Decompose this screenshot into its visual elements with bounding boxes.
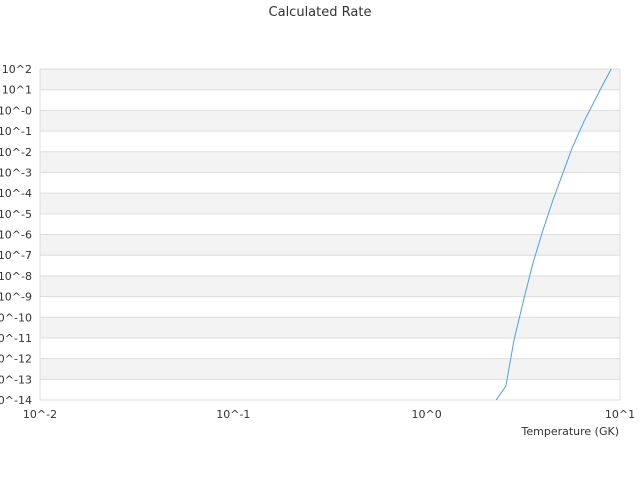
y-tick-label: 10^-8 [0, 270, 32, 283]
grid-band [40, 151, 620, 173]
grid-band [40, 69, 620, 90]
x-axis-label: Temperature (GK) [521, 425, 620, 438]
grid-band [40, 358, 620, 380]
y-tick-label: 10^-4 [0, 187, 32, 200]
grid-band [40, 110, 620, 132]
grid-band [40, 234, 620, 256]
y-tick-label: 10^-10 [0, 311, 32, 324]
grid-band [40, 193, 620, 214]
x-tick-label: 10^-1 [216, 408, 250, 421]
grid-band [40, 317, 620, 338]
y-tick-label: 10^-2 [0, 146, 32, 159]
y-tick-label: 10^-5 [0, 208, 32, 221]
grid-band [40, 275, 620, 297]
y-tick-label: 10^-9 [0, 291, 32, 304]
y-tick-label: 10^-1 [0, 125, 32, 138]
y-tick-label: 10^-14 [0, 394, 32, 407]
y-tick-label: 10^-0 [0, 104, 32, 117]
y-tick-label: 10^-11 [0, 332, 32, 345]
rate-line [495, 68, 612, 401]
x-tick-label: 10^1 [605, 408, 635, 421]
y-tick-label: 10^1 [2, 84, 32, 97]
chart-title: Calculated Rate [269, 5, 372, 20]
x-tick-label: 10^0 [412, 408, 442, 421]
y-tick-label: 10^-7 [0, 249, 32, 262]
y-tick-label: 10^-3 [0, 166, 32, 179]
x-tick-label: 10^-2 [23, 408, 57, 421]
y-tick-label: 10^-6 [0, 229, 32, 242]
y-tick-label: 10^2 [2, 63, 32, 76]
y-tick-label: 10^-13 [0, 373, 32, 386]
y-tick-label: 10^-12 [0, 353, 32, 366]
